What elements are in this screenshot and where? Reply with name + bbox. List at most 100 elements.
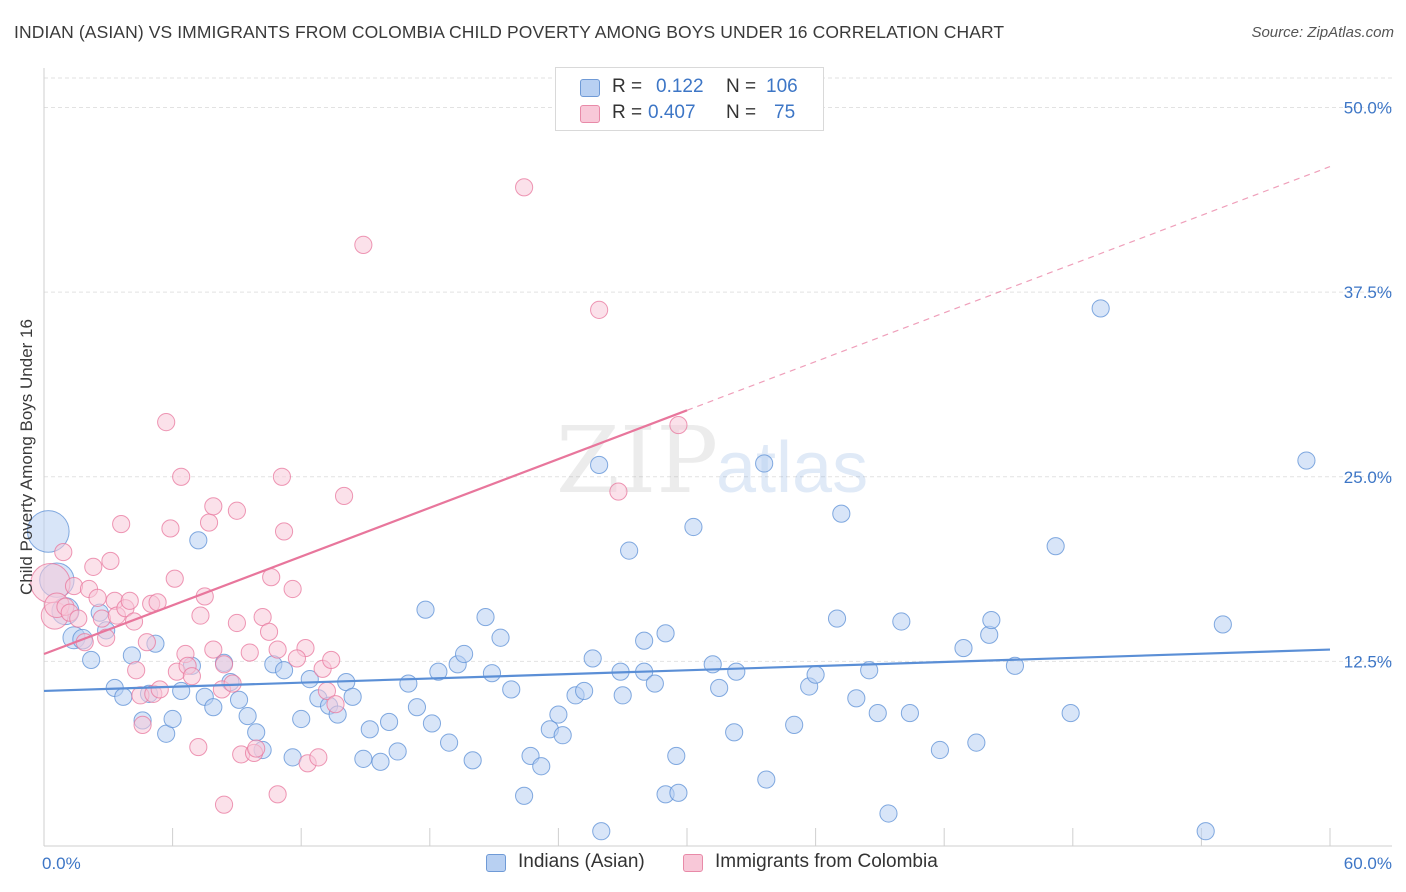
point-indians bbox=[806, 665, 825, 684]
point-indians bbox=[274, 661, 294, 680]
legend-r-label: R = bbox=[612, 102, 643, 123]
point-indians bbox=[82, 650, 101, 669]
watermark-zip: ZIP bbox=[556, 407, 718, 514]
point-colombia bbox=[97, 628, 116, 647]
data-points bbox=[26, 178, 1316, 841]
point-colombia bbox=[322, 650, 341, 669]
point-indians bbox=[416, 600, 435, 619]
legend-n-value: 106 bbox=[766, 76, 798, 97]
point-indians bbox=[238, 706, 257, 726]
point-indians bbox=[407, 698, 427, 717]
point-colombia bbox=[64, 576, 84, 596]
point-indians bbox=[371, 752, 390, 771]
point-colombia bbox=[182, 667, 201, 686]
point-indians bbox=[1046, 537, 1065, 556]
point-indians bbox=[1196, 822, 1215, 841]
point-indians bbox=[354, 749, 373, 768]
point-colombia bbox=[274, 522, 294, 541]
y-tick-label: 50.0% bbox=[1344, 99, 1392, 118]
watermark-atlas: atlas bbox=[716, 428, 868, 508]
point-colombia bbox=[259, 622, 279, 641]
point-colombia bbox=[127, 661, 146, 680]
point-indians bbox=[847, 689, 866, 708]
point-indians bbox=[613, 686, 632, 705]
point-colombia bbox=[268, 785, 287, 804]
bottom-legend-label-colombia: Immigrants from Colombia bbox=[715, 851, 938, 872]
point-indians bbox=[669, 783, 688, 802]
point-indians bbox=[645, 674, 664, 693]
watermark: ZIP atlas bbox=[556, 407, 868, 514]
point-indians bbox=[827, 609, 847, 628]
trend-lines bbox=[43, 166, 1331, 693]
correlation-legend: R = 0.122 N = 106 R = 0.407 N = 75 bbox=[555, 67, 824, 131]
point-indians bbox=[583, 649, 602, 668]
point-colombia bbox=[309, 748, 328, 767]
point-indians bbox=[727, 662, 746, 681]
point-indians bbox=[360, 720, 379, 739]
point-colombia bbox=[287, 649, 306, 668]
tick-labels: 12.5% 25.0% 37.5% 50.0% 0.0% 60.0% bbox=[42, 99, 1392, 873]
point-indians bbox=[429, 662, 448, 681]
point-colombia bbox=[214, 795, 234, 814]
point-indians bbox=[930, 740, 949, 760]
point-indians bbox=[343, 687, 362, 706]
point-indians bbox=[656, 624, 675, 643]
x-tick-label: 60.0% bbox=[1344, 854, 1392, 873]
y-tick-label: 37.5% bbox=[1344, 283, 1392, 302]
point-indians bbox=[455, 644, 474, 664]
point-indians bbox=[26, 510, 70, 553]
series-indians-asian bbox=[26, 299, 1316, 841]
point-indians bbox=[502, 680, 521, 699]
point-indians bbox=[399, 674, 418, 693]
legend-r-value: 0.407 bbox=[648, 102, 696, 123]
point-indians bbox=[463, 751, 482, 770]
point-indians bbox=[785, 715, 804, 734]
point-colombia bbox=[161, 519, 180, 538]
point-indians bbox=[189, 531, 208, 550]
source-label: Source: ZipAtlas.com bbox=[1251, 24, 1394, 41]
axes bbox=[43, 68, 1392, 847]
point-colombia bbox=[590, 300, 609, 319]
point-colombia bbox=[199, 513, 219, 532]
point-indians bbox=[667, 746, 686, 765]
bottom-legend-swatch-pink bbox=[683, 854, 703, 872]
chart-title: INDIAN (ASIAN) VS IMMIGRANTS FROM COLOMB… bbox=[14, 22, 1005, 42]
point-colombia bbox=[88, 588, 107, 607]
point-colombia bbox=[223, 674, 242, 693]
point-indians bbox=[635, 631, 654, 650]
point-colombia bbox=[69, 609, 88, 628]
point-indians bbox=[590, 455, 609, 475]
point-colombia bbox=[84, 557, 103, 576]
x-tick-label: 0.0% bbox=[42, 854, 81, 873]
point-colombia bbox=[172, 467, 191, 486]
point-colombia bbox=[272, 467, 291, 486]
point-indians bbox=[592, 822, 611, 841]
bottom-legend-swatch-blue bbox=[486, 854, 506, 872]
grid-lines bbox=[44, 77, 1392, 662]
legend-n-value: 75 bbox=[774, 102, 796, 123]
point-colombia bbox=[165, 569, 184, 588]
point-colombia bbox=[101, 551, 120, 571]
legend-r-value: 0.122 bbox=[656, 76, 704, 97]
point-indians bbox=[892, 612, 911, 631]
point-colombia bbox=[268, 640, 287, 659]
legend-n-label: N = bbox=[726, 76, 757, 97]
point-colombia bbox=[112, 514, 131, 534]
point-colombia bbox=[515, 178, 534, 197]
y-tick-label: 12.5% bbox=[1344, 652, 1392, 671]
trend-line-colombia-extension bbox=[686, 166, 1331, 411]
point-colombia bbox=[133, 715, 152, 734]
point-indians bbox=[247, 723, 266, 742]
point-indians bbox=[982, 610, 1001, 630]
point-colombia bbox=[247, 739, 266, 758]
point-indians bbox=[710, 678, 729, 698]
point-indians bbox=[757, 770, 776, 789]
point-indians bbox=[515, 786, 534, 805]
point-colombia bbox=[326, 695, 345, 714]
trend-line-colombia bbox=[43, 409, 688, 656]
point-colombia bbox=[189, 737, 208, 757]
point-colombia bbox=[137, 633, 156, 652]
point-indians bbox=[575, 681, 594, 701]
legend-swatch-pink bbox=[580, 105, 600, 123]
